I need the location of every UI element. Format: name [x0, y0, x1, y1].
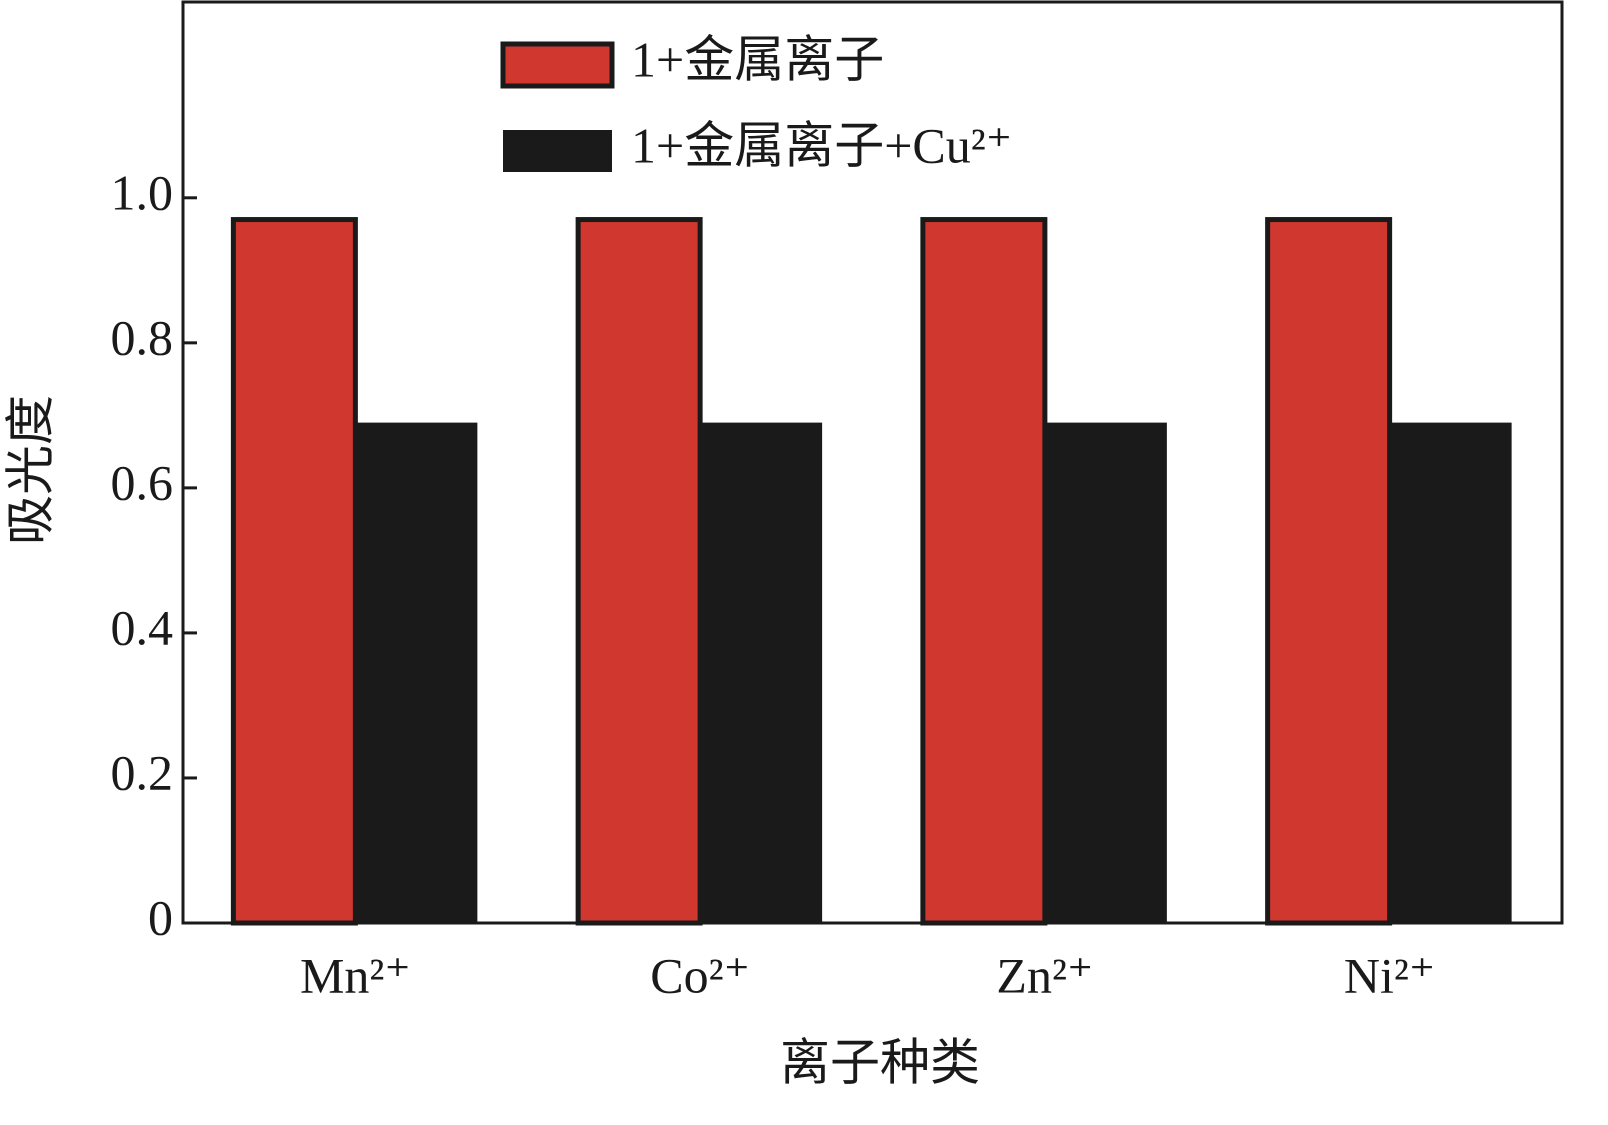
x-axis-title: 离子种类 [780, 1034, 980, 1090]
bar [230, 217, 358, 926]
y-tick-label: 0.8 [111, 309, 174, 365]
x-tick-label: Zn²⁺ [996, 947, 1093, 1003]
bar [920, 217, 1048, 926]
y-axis-title: 吸光度 [2, 395, 58, 545]
y-tick-label: 0.4 [111, 599, 174, 655]
x-tick-label: Mn²⁺ [300, 947, 411, 1003]
y-tick-label: 0.6 [111, 454, 174, 510]
bar [1265, 217, 1393, 926]
x-tick-label: Ni²⁺ [1344, 947, 1435, 1003]
bar [1389, 422, 1512, 923]
x-tick-label: Co²⁺ [650, 947, 750, 1003]
bar [575, 217, 703, 926]
y-tick-label: 0 [148, 889, 173, 945]
legend-label: 1+金属离子+Cu²⁺ [631, 117, 1012, 173]
y-tick-label: 1.0 [111, 164, 174, 220]
legend-swatch [500, 41, 615, 89]
plot-frame [181, 0, 1564, 925]
bar [355, 422, 478, 923]
legend-swatch [503, 130, 612, 172]
bar [700, 422, 823, 923]
legend-label: 1+金属离子 [631, 31, 884, 87]
bar [1044, 422, 1167, 923]
y-tick-label: 0.2 [111, 744, 174, 800]
